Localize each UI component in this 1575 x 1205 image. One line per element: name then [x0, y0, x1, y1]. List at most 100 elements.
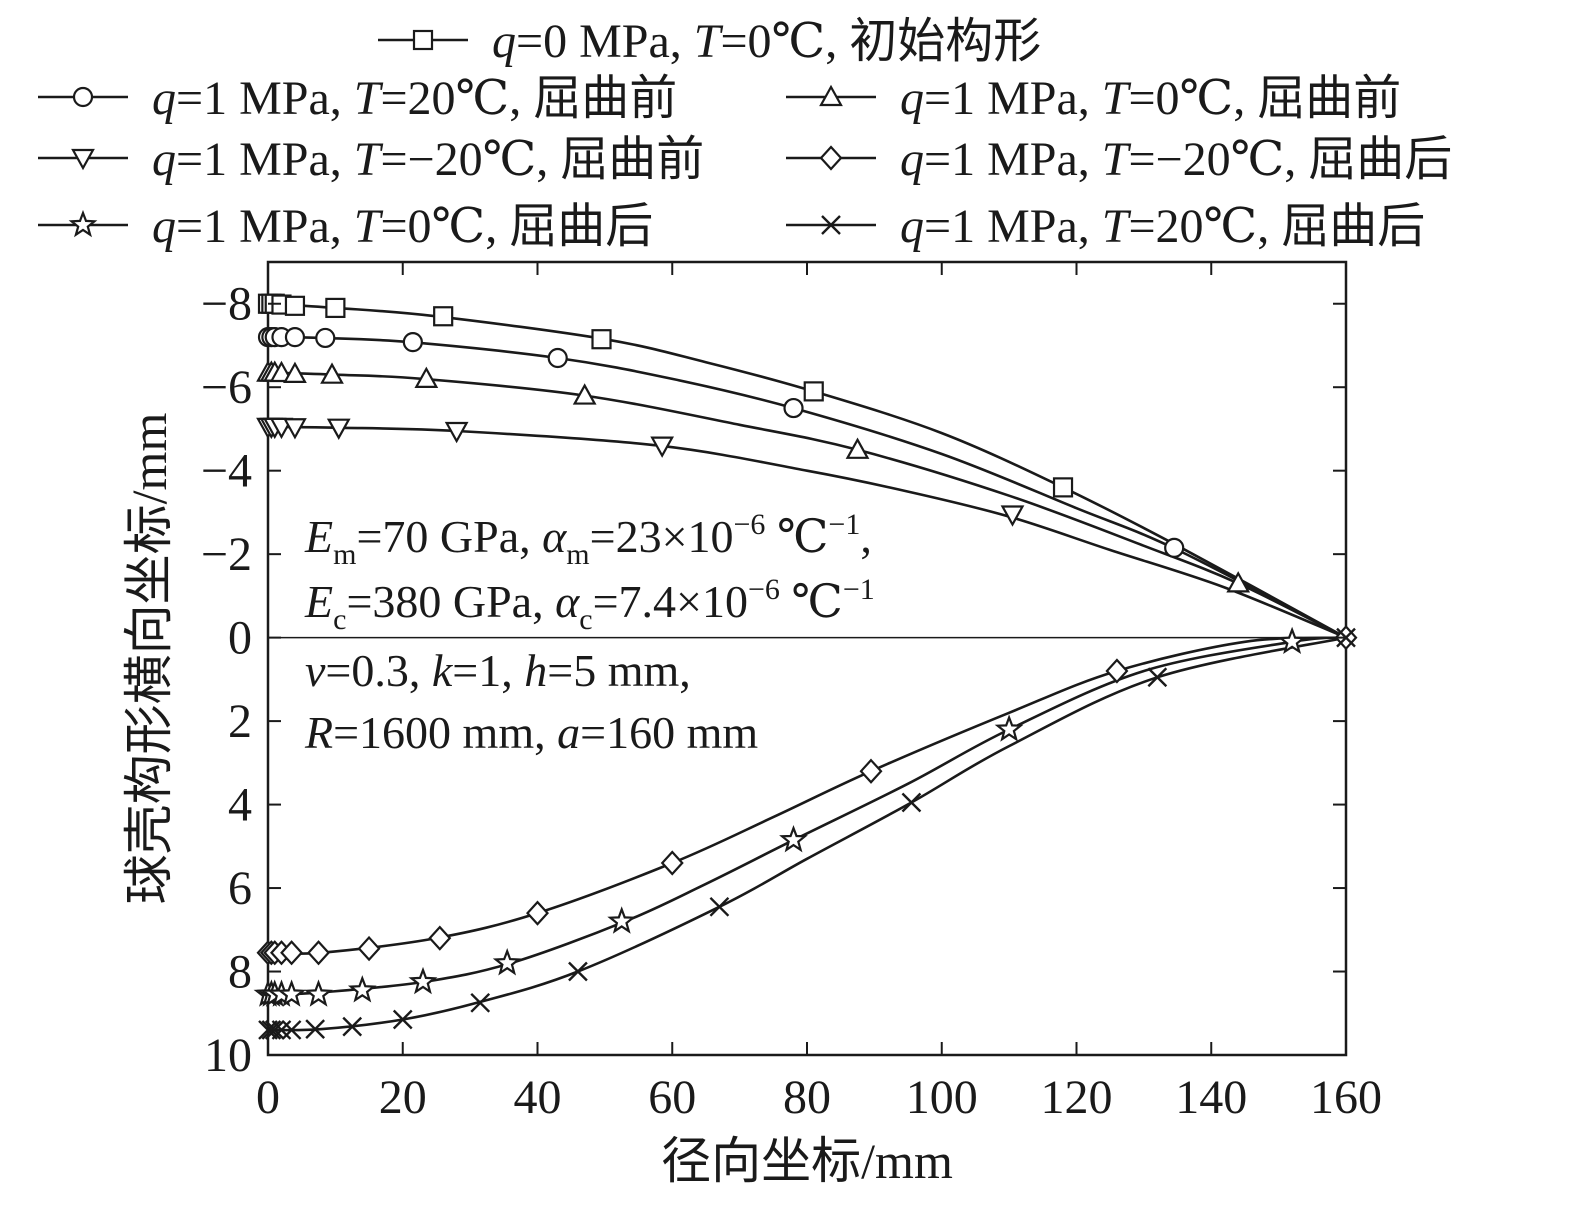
series-markers-s0 — [257, 293, 1074, 498]
star-marker — [1277, 626, 1307, 655]
series-markers-s4 — [256, 624, 1358, 966]
cross-marker — [342, 1016, 363, 1037]
cross-stroke — [1147, 667, 1168, 688]
series-markers — [253, 293, 1358, 1040]
triangle-up-marker — [283, 361, 307, 383]
annotation-line-4: R=1600 mm, a=160 mm — [304, 707, 758, 758]
x-tick-label: 160 — [1310, 1071, 1382, 1124]
y-axis-label: 球壳构形横向坐标/mm — [121, 413, 177, 905]
triangle-up-marker — [269, 360, 294, 383]
diamond-marker — [859, 758, 883, 784]
y-tick-label: 0 — [228, 612, 252, 665]
parameter-annotation: Em=70 GPa, αm=23×10−6 ℃−1,Ec=380 GPa, αc… — [304, 508, 875, 758]
diamond-marker — [280, 940, 304, 966]
cross-marker — [709, 896, 730, 917]
legend-label: q=1 MPa, T=−20℃, 屈曲后 — [900, 133, 1452, 186]
circle-marker — [315, 327, 336, 349]
cross-marker — [264, 1020, 285, 1040]
cross-marker — [901, 792, 922, 813]
legend-square-marker — [412, 29, 434, 51]
cross-marker — [392, 1009, 413, 1030]
cross-stroke — [342, 1016, 363, 1037]
triangle-down-marker — [1000, 505, 1025, 527]
x-tick-label: 60 — [648, 1071, 696, 1124]
square-marker — [1052, 477, 1074, 498]
series-markers-s3 — [256, 417, 1025, 527]
y-tick-label: 8 — [228, 946, 252, 999]
triangle-down-marker — [650, 436, 675, 458]
cross-stroke — [821, 215, 841, 235]
cross-stroke — [305, 1019, 326, 1039]
x-tick-label: 100 — [906, 1071, 978, 1124]
x-tick-label: 140 — [1175, 1071, 1247, 1124]
series-line-s2 — [267, 371, 1347, 639]
annotation-line-2: Ec=380 GPa, αc=7.4×10−6 ℃−1 — [304, 573, 875, 636]
cross-stroke — [470, 992, 491, 1013]
triangle-up-marker — [320, 362, 344, 384]
cross-stroke — [568, 961, 588, 982]
square-marker — [284, 295, 306, 316]
legend-star-marker — [68, 209, 98, 238]
cross-stroke — [281, 1020, 302, 1040]
star-marker — [994, 714, 1024, 742]
y-axis: −8 −6 −4 −2 0 2 4 6 8 10 — [201, 278, 1346, 1082]
star-marker — [277, 979, 306, 1007]
square-marker — [591, 329, 612, 350]
triangle-up-marker — [572, 383, 597, 405]
y-tick-label: −4 — [201, 445, 252, 498]
legend-cross-marker — [821, 215, 841, 235]
y-tick-label: 4 — [228, 779, 252, 832]
legend-label: q=1 MPa, T=0℃, 屈曲前 — [900, 72, 1401, 125]
y-tick-label: −8 — [201, 278, 252, 331]
x-axis-label: 径向坐标/mm — [661, 1133, 953, 1189]
series-markers-s1 — [257, 327, 1185, 558]
y-tick-label: 6 — [228, 862, 252, 915]
triangle-up-marker — [1226, 571, 1251, 593]
x-axis: 0 20 40 60 80 100 120 140 160 — [256, 262, 1382, 1124]
star-marker — [492, 948, 522, 976]
legend-item-s4: q=1 MPa, T=−20℃, 屈曲后 — [786, 133, 1452, 186]
legend-label: q=0 MPa, T=0℃, 初始构形 — [492, 15, 1041, 68]
legend-item-s1: q=1 MPa, T=20℃, 屈曲前 — [38, 72, 677, 125]
x-tick-label: 20 — [379, 1071, 427, 1124]
triangle-up-marker — [845, 437, 870, 459]
cross-marker — [281, 1020, 302, 1040]
triangle-down-marker — [283, 418, 307, 440]
square-marker — [803, 381, 824, 402]
diamond-marker — [1105, 658, 1129, 684]
cross-marker — [568, 961, 588, 982]
circle-marker — [783, 397, 804, 419]
circle-marker — [402, 332, 423, 353]
cross-marker — [261, 1020, 282, 1040]
square-marker — [433, 306, 454, 327]
legend-label: q=1 MPa, T=20℃, 屈曲前 — [152, 72, 677, 125]
circle-marker — [1164, 537, 1185, 558]
legend-item-s3: q=1 MPa, T=−20℃, 屈曲前 — [38, 133, 704, 186]
legend-circle-marker — [72, 86, 94, 108]
annotation-line-1: Em=70 GPa, αm=23×10−6 ℃−1, — [304, 508, 872, 571]
cross-marker — [1147, 667, 1168, 688]
legend-label: q=1 MPa, T=20℃, 屈曲后 — [900, 200, 1425, 253]
cross-stroke — [264, 1020, 285, 1040]
diamond-marker — [660, 850, 684, 876]
x-tick-label: 0 — [256, 1071, 280, 1124]
y-tick-label: 2 — [228, 695, 252, 748]
star-marker — [408, 966, 438, 995]
y-tick-label: 10 — [204, 1029, 252, 1082]
series-line-s0 — [267, 302, 1347, 639]
series-markers-s2 — [256, 360, 1251, 593]
square-marker — [325, 297, 346, 319]
y-tick-label: −6 — [201, 361, 252, 414]
diamond-marker — [357, 935, 381, 962]
legend-item-s0: q=0 MPa, T=0℃, 初始构形 — [378, 15, 1041, 68]
x-tick-label: 80 — [783, 1071, 831, 1124]
triangle-up-marker — [414, 366, 439, 388]
x-tick-label: 120 — [1041, 1071, 1113, 1124]
triangle-down-marker — [444, 421, 469, 444]
cross-marker — [271, 1020, 292, 1040]
cross-stroke — [901, 792, 922, 813]
legend-item-s2: q=1 MPa, T=0℃, 屈曲前 — [786, 72, 1401, 125]
diamond-marker — [428, 925, 452, 951]
diamond-marker — [307, 940, 331, 966]
